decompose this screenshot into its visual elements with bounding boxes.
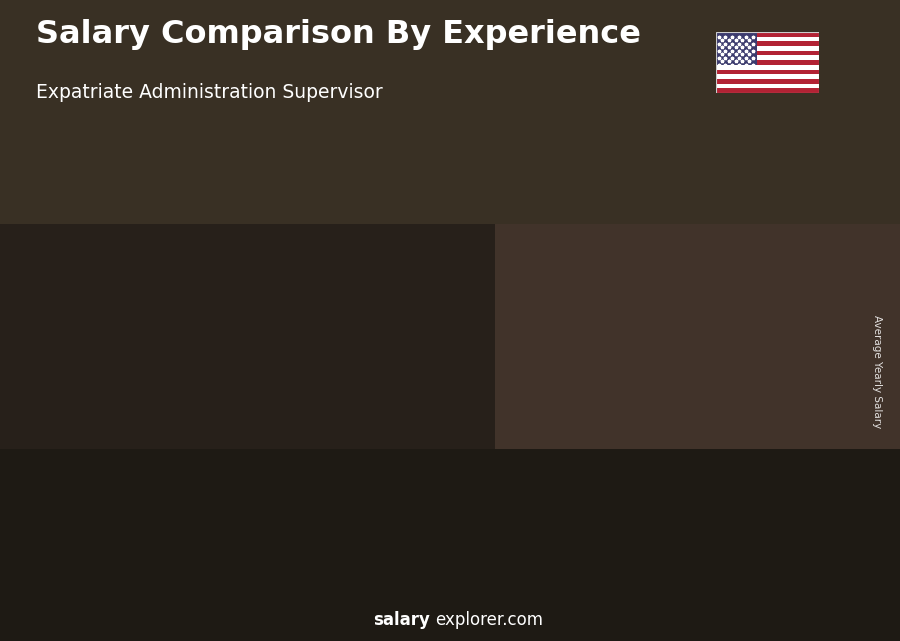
Text: Expatriate Administration Supervisor: Expatriate Administration Supervisor	[36, 83, 382, 103]
Polygon shape	[472, 297, 530, 558]
Text: 102,000 USD: 102,000 USD	[579, 237, 670, 251]
Bar	[716, 56, 819, 60]
Bar	[716, 42, 819, 46]
Text: +5%: +5%	[630, 205, 680, 224]
Polygon shape	[405, 328, 418, 558]
Polygon shape	[779, 244, 792, 558]
Bar	[716, 69, 819, 74]
Bar	[716, 51, 819, 56]
Polygon shape	[348, 342, 405, 558]
Bar	[495, 224, 900, 449]
Text: +9%: +9%	[505, 221, 554, 239]
Text: Salary Comparison By Experience: Salary Comparison By Experience	[36, 19, 641, 50]
Bar	[716, 65, 819, 69]
Bar	[716, 83, 819, 88]
Polygon shape	[465, 283, 543, 297]
Bar	[716, 32, 757, 65]
Text: salary: salary	[374, 612, 430, 629]
Text: 44,100 USD: 44,100 USD	[84, 399, 166, 413]
Bar	[716, 32, 819, 37]
Polygon shape	[216, 378, 292, 392]
Text: 107,000 USD: 107,000 USD	[703, 223, 795, 237]
Polygon shape	[281, 378, 292, 558]
Bar	[716, 37, 819, 42]
Text: 59,200 USD: 59,200 USD	[208, 356, 291, 370]
Polygon shape	[216, 392, 223, 558]
Bar	[0, 0, 900, 224]
Bar	[716, 74, 819, 79]
Text: +30%: +30%	[249, 308, 312, 327]
Bar	[716, 60, 819, 65]
Polygon shape	[340, 342, 348, 558]
Polygon shape	[530, 283, 543, 558]
Bar	[716, 46, 819, 51]
Bar	[716, 79, 819, 83]
Polygon shape	[654, 258, 667, 558]
Text: 93,200 USD: 93,200 USD	[457, 262, 540, 276]
Bar	[0, 224, 495, 449]
Polygon shape	[465, 297, 472, 558]
Polygon shape	[723, 259, 779, 558]
Polygon shape	[91, 420, 168, 435]
Text: +21%: +21%	[374, 258, 436, 278]
Polygon shape	[590, 273, 598, 558]
Text: Average Yearly Salary: Average Yearly Salary	[872, 315, 883, 428]
Polygon shape	[598, 273, 654, 558]
Polygon shape	[99, 435, 156, 558]
Polygon shape	[156, 420, 168, 558]
Polygon shape	[340, 328, 418, 342]
Text: explorer.com: explorer.com	[435, 612, 543, 629]
Text: +34%: +34%	[124, 356, 187, 375]
Polygon shape	[590, 258, 667, 273]
Text: 77,000 USD: 77,000 USD	[333, 307, 415, 320]
Bar	[716, 88, 819, 93]
Polygon shape	[223, 392, 281, 558]
Polygon shape	[715, 244, 792, 259]
Polygon shape	[715, 259, 723, 558]
Bar	[0, 449, 900, 641]
Polygon shape	[91, 435, 99, 558]
